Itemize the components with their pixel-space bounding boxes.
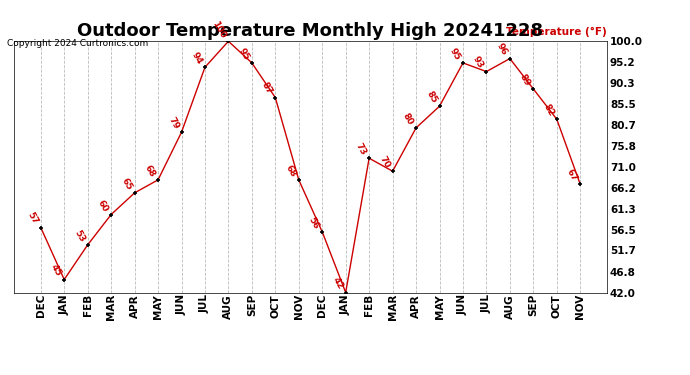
Text: 57: 57 — [26, 211, 39, 226]
Point — [176, 129, 187, 135]
Text: 53: 53 — [72, 228, 86, 243]
Point — [528, 86, 539, 92]
Text: 93: 93 — [471, 55, 485, 70]
Point — [387, 168, 398, 174]
Text: 42: 42 — [331, 276, 344, 291]
Point — [293, 177, 304, 183]
Text: 85: 85 — [424, 90, 438, 105]
Text: 45: 45 — [49, 263, 63, 278]
Point — [129, 190, 140, 196]
Text: 95: 95 — [237, 46, 250, 62]
Text: 60: 60 — [96, 198, 110, 213]
Text: 100: 100 — [210, 20, 227, 40]
Text: 65: 65 — [119, 176, 133, 192]
Point — [411, 125, 422, 131]
Text: 68: 68 — [143, 163, 157, 178]
Text: 67: 67 — [565, 168, 579, 183]
Point — [199, 64, 210, 70]
Point — [59, 276, 70, 282]
Text: 82: 82 — [542, 103, 555, 118]
Text: 73: 73 — [354, 141, 368, 157]
Text: 96: 96 — [495, 42, 509, 57]
Point — [551, 116, 562, 122]
Text: Temperature (°F): Temperature (°F) — [506, 27, 607, 38]
Point — [35, 225, 46, 231]
Point — [246, 60, 257, 66]
Text: Copyright 2024 Curtronics.com: Copyright 2024 Curtronics.com — [7, 39, 148, 48]
Text: 87: 87 — [260, 81, 274, 96]
Point — [457, 60, 469, 66]
Text: 89: 89 — [518, 72, 532, 88]
Point — [340, 290, 351, 296]
Point — [270, 94, 281, 100]
Point — [504, 56, 515, 62]
Text: 79: 79 — [166, 116, 180, 131]
Text: 95: 95 — [448, 46, 462, 62]
Point — [223, 38, 234, 44]
Point — [481, 69, 492, 75]
Point — [82, 242, 93, 248]
Text: 70: 70 — [377, 154, 391, 170]
Point — [317, 229, 328, 235]
Text: 68: 68 — [284, 163, 297, 178]
Point — [575, 181, 586, 187]
Point — [106, 211, 117, 217]
Point — [434, 103, 445, 109]
Text: 94: 94 — [190, 50, 204, 66]
Point — [364, 155, 375, 161]
Text: 80: 80 — [401, 111, 415, 127]
Text: 56: 56 — [307, 215, 321, 231]
Point — [152, 177, 164, 183]
Title: Outdoor Temperature Monthly High 20241228: Outdoor Temperature Monthly High 2024122… — [77, 22, 544, 40]
